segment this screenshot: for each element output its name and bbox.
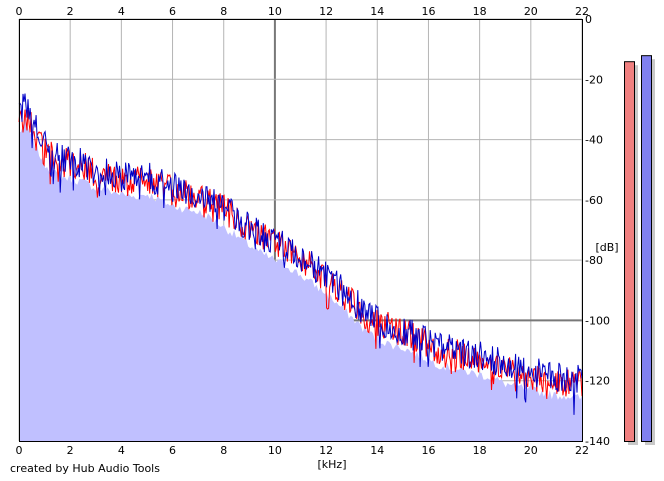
right-level-meter — [641, 55, 652, 443]
x-tick-label-bottom: 6 — [169, 444, 176, 457]
y-tick-label: -20 — [585, 73, 603, 86]
level-meters — [624, 55, 655, 446]
x-tick-label-bottom: 20 — [524, 444, 538, 457]
y-tick-label: -80 — [585, 254, 603, 267]
y-tick-label: -60 — [585, 194, 603, 207]
spectrum-fill — [19, 117, 582, 442]
x-tick-label-top: 18 — [473, 5, 487, 18]
y-tick-label: -140 — [585, 435, 610, 448]
x-tick-label-top: 6 — [169, 5, 176, 18]
y-tick-label: -120 — [585, 375, 610, 388]
x-tick-label-top: 4 — [118, 5, 125, 18]
x-tick-label-bottom: 12 — [319, 444, 333, 457]
y-tick-label: -100 — [585, 314, 610, 327]
x-tick-labels-bottom: 0 2 4 6 8 10 12 14 16 18 20 22 — [16, 444, 590, 457]
x-tick-label-top: 20 — [524, 5, 538, 18]
y-axis-label: [dB] — [595, 241, 618, 254]
credit-text: created by Hub Audio Tools — [10, 462, 160, 475]
x-tick-label-bottom: 10 — [268, 444, 282, 457]
x-tick-label-top: 12 — [319, 5, 333, 18]
left-level-meter — [624, 61, 635, 442]
x-tick-label-top: 10 — [268, 5, 282, 18]
spectrum-area — [19, 117, 582, 442]
x-tick-label-bottom: 4 — [118, 444, 125, 457]
x-tick-label-bottom: 22 — [575, 444, 589, 457]
x-tick-label-top: 8 — [220, 5, 227, 18]
y-tick-labels: 0 -20 -40 -60 -80 -100 -120 -140 — [585, 13, 610, 448]
spectrum-series — [18, 93, 583, 415]
y-tick-label: -40 — [585, 134, 603, 147]
x-tick-label-top: 16 — [421, 5, 435, 18]
plot-frame — [19, 19, 583, 442]
x-tick-label-bottom: 0 — [16, 444, 23, 457]
x-tick-label-bottom: 18 — [473, 444, 487, 457]
series-blue-line — [18, 93, 583, 415]
x-tick-label-top: 0 — [16, 5, 23, 18]
x-tick-label-top: 2 — [67, 5, 74, 18]
x-tick-label-top: 22 — [575, 5, 589, 18]
x-tick-label-top: 14 — [370, 5, 384, 18]
x-tick-label-bottom: 16 — [421, 444, 435, 457]
x-tick-labels-top: 0 2 4 6 8 10 12 14 16 18 20 22 — [16, 5, 590, 18]
x-axis-label: [kHz] — [318, 458, 347, 471]
x-tick-label-bottom: 14 — [370, 444, 384, 457]
x-tick-label-bottom: 8 — [220, 444, 227, 457]
x-tick-label-bottom: 2 — [67, 444, 74, 457]
y-tick-label: 0 — [585, 13, 592, 26]
